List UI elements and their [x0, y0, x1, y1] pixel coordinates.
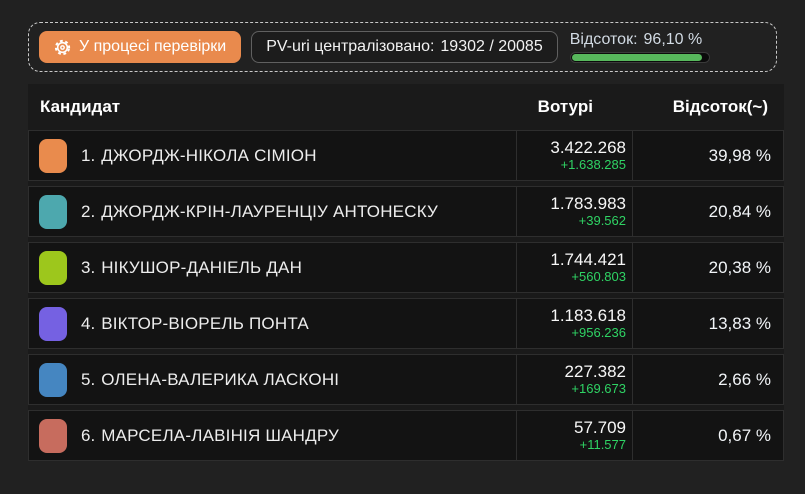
percent-summary-text: Відсоток: 96,10 %: [570, 31, 710, 49]
votes-delta: +39.562: [578, 212, 626, 228]
header-candidate: Кандидат: [40, 97, 121, 116]
table-row[interactable]: 6. МАРСЕЛА-ЛАВІНІЯ ШАНДРУ 57.709 +11.577…: [28, 410, 784, 461]
votes-value: 57.709: [574, 418, 626, 438]
results-table: Кандидат Вотурі Відсоток(~) 1. ДЖОРДЖ-НІ…: [28, 84, 784, 461]
candidate-cell: 5. ОЛЕНА-ВАЛЕРИКА ЛАСКОНІ: [29, 355, 516, 404]
candidate-rank: 6.: [81, 425, 96, 445]
percent-label: Відсоток:: [569, 31, 638, 48]
candidate-name: ДЖОРДЖ-КРІН-ЛАУРЕНЦІУ АНТОНЕСКУ: [101, 201, 438, 221]
percent-summary: Відсоток: 96,10 %: [569, 31, 710, 63]
pv-counter-value: 19302 / 20085: [440, 38, 543, 55]
percent-cell-value: 20,38 %: [708, 257, 771, 277]
votes-delta: +169.673: [571, 380, 626, 396]
candidate-color-swatch: [39, 250, 67, 285]
candidate-name: ДЖОРДЖ-НІКОЛА СІМІОН: [101, 145, 317, 165]
votes-delta: +560.803: [571, 268, 626, 284]
percent-cell-value: 13,83 %: [708, 313, 771, 333]
percent-cell-value: 0,67 %: [718, 425, 771, 445]
status-bar: У процесі перевірки PV-uri централізован…: [28, 22, 777, 72]
candidate-color-swatch: [39, 418, 67, 453]
header-percent: Відсоток(~): [672, 97, 768, 116]
votes-value: 1.183.618: [550, 306, 626, 326]
candidate-color-swatch: [39, 194, 67, 229]
percent-value: 96,10 %: [643, 31, 703, 48]
percent-cell: 0,67 %: [632, 411, 783, 460]
percent-cell-value: 20,84 %: [708, 201, 771, 221]
candidate-cell: 6. МАРСЕЛА-ЛАВІНІЯ ШАНДРУ: [29, 411, 516, 460]
table-row[interactable]: 2. ДЖОРДЖ-КРІН-ЛАУРЕНЦІУ АНТОНЕСКУ 1.783…: [28, 186, 784, 237]
percent-cell: 39,98 %: [632, 131, 783, 180]
candidate-rank: 5.: [81, 369, 96, 389]
candidate-name: МАРСЕЛА-ЛАВІНІЯ ШАНДРУ: [101, 425, 340, 445]
candidate-rank: 1.: [81, 145, 96, 165]
candidate-cell: 4. ВІКТОР-ВІОРЕЛЬ ПОНТА: [29, 299, 516, 348]
votes-cell: 3.422.268 +1.638.285: [516, 131, 632, 180]
candidate-name: ВІКТОР-ВІОРЕЛЬ ПОНТА: [101, 313, 309, 333]
percent-cell: 20,38 %: [632, 243, 783, 292]
table-row[interactable]: 5. ОЛЕНА-ВАЛЕРИКА ЛАСКОНІ 227.382 +169.6…: [28, 354, 784, 405]
percent-cell: 13,83 %: [632, 299, 783, 348]
candidate-color-swatch: [39, 362, 67, 397]
votes-value: 1.783.983: [550, 194, 626, 214]
table-body: 1. ДЖОРДЖ-НІКОЛА СІМІОН 3.422.268 +1.638…: [28, 130, 784, 461]
verification-status-button[interactable]: У процесі перевірки: [39, 31, 242, 63]
votes-cell: 1.744.421 +560.803: [516, 243, 632, 292]
candidate-name: НІКУШОР-ДАНІЕЛЬ ДАН: [101, 257, 303, 277]
candidate-cell: 1. ДЖОРДЖ-НІКОЛА СІМІОН: [29, 131, 516, 180]
votes-value: 227.382: [564, 362, 626, 382]
header-votes: Вотурі: [537, 97, 593, 116]
pv-counter: PV-uri централізовано: 19302 / 20085: [251, 31, 558, 63]
table-row[interactable]: 3. НІКУШОР-ДАНІЕЛЬ ДАН 1.744.421 +560.80…: [28, 242, 784, 293]
votes-value: 3.422.268: [550, 138, 626, 158]
election-results-page: У процесі перевірки PV-uri централізован…: [0, 22, 805, 461]
votes-delta: +956.236: [571, 324, 626, 340]
candidate-rank: 2.: [81, 201, 96, 221]
percent-cell: 2,66 %: [632, 355, 783, 404]
candidate-cell: 2. ДЖОРДЖ-КРІН-ЛАУРЕНЦІУ АНТОНЕСКУ: [29, 187, 516, 236]
candidate-color-swatch: [39, 138, 67, 173]
percent-cell-value: 39,98 %: [708, 145, 771, 165]
verification-status-label: У процесі перевірки: [79, 38, 227, 55]
gear-icon: [54, 39, 71, 56]
votes-cell: 227.382 +169.673: [516, 355, 632, 404]
progress-bar: [569, 52, 710, 63]
votes-cell: 1.783.983 +39.562: [516, 187, 632, 236]
votes-delta: +1.638.285: [560, 156, 626, 172]
percent-cell: 20,84 %: [632, 187, 783, 236]
candidate-rank: 3.: [81, 257, 96, 277]
votes-delta: +11.577: [579, 436, 626, 452]
candidate-cell: 3. НІКУШОР-ДАНІЕЛЬ ДАН: [29, 243, 516, 292]
percent-cell-value: 2,66 %: [718, 369, 771, 389]
pv-counter-label: PV-uri централізовано:: [266, 38, 435, 55]
candidate-name: ОЛЕНА-ВАЛЕРИКА ЛАСКОНІ: [101, 369, 340, 389]
votes-cell: 1.183.618 +956.236: [516, 299, 632, 348]
votes-cell: 57.709 +11.577: [516, 411, 632, 460]
progress-bar-fill: [571, 54, 703, 61]
table-row[interactable]: 1. ДЖОРДЖ-НІКОЛА СІМІОН 3.422.268 +1.638…: [28, 130, 784, 181]
table-row[interactable]: 4. ВІКТОР-ВІОРЕЛЬ ПОНТА 1.183.618 +956.2…: [28, 298, 784, 349]
candidate-rank: 4.: [81, 313, 96, 333]
candidate-color-swatch: [39, 306, 67, 341]
votes-value: 1.744.421: [550, 250, 626, 270]
table-header-row: Кандидат Вотурі Відсоток(~): [28, 84, 784, 130]
